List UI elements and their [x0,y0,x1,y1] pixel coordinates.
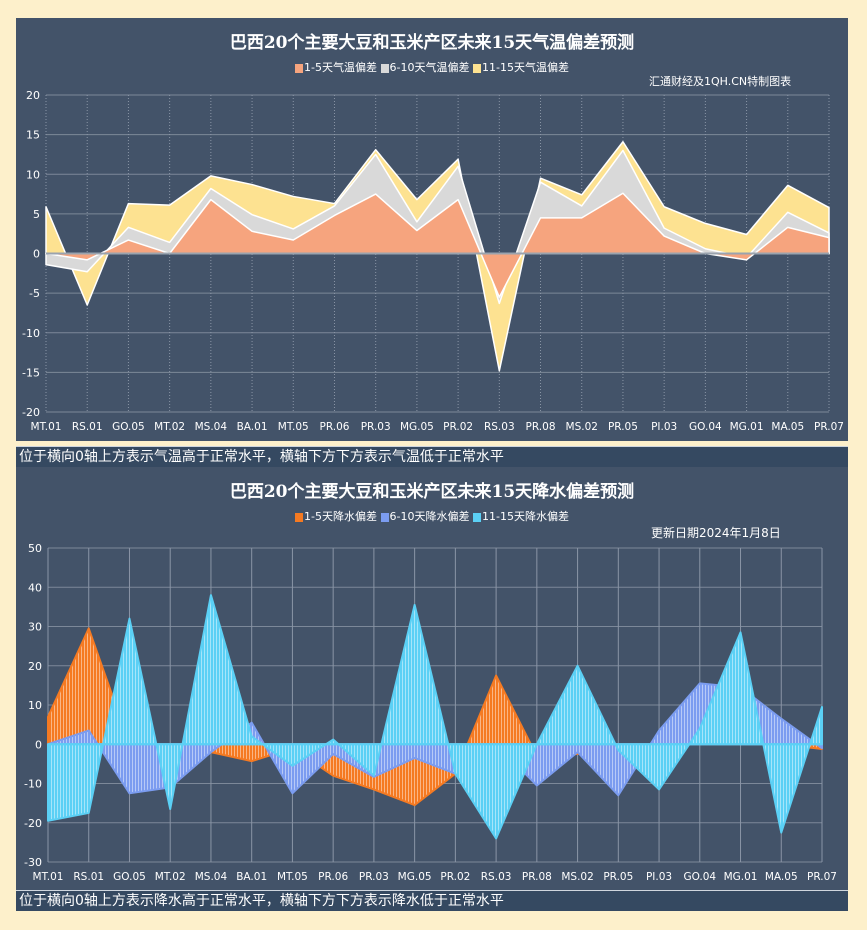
chart-legend: 1-5天气温偏差 6-10天气温偏差 11-15天气温偏差 [16,59,848,75]
x-tick-label: MG.05 [398,871,432,883]
chart-title: 巴西20个主要大豆和玉米产区未来15天降水偏差预测 [229,482,635,502]
y-tick-label: 10 [26,168,40,181]
precipitation-plot: 50 40 30 20 10 0 -10 -20 -30 MT.01 RS.01 GO.05 MT.02… [24,542,837,883]
x-tick-label: RS.01 [72,421,103,433]
legend-swatch [380,512,389,522]
chart-title: 巴西20个主要大豆和玉米产区未来15天气温偏差预测 [229,33,635,53]
legend-label: 6-10天气温偏差 [389,61,470,74]
x-tick-label: MT.05 [278,421,309,433]
y-tick-label: -5 [29,287,40,300]
legend-label: 11-15天气温偏差 [481,61,569,74]
y-tick-label: 0 [35,738,42,751]
y-tick-label: -30 [24,856,42,869]
y-tick-label: -10 [24,778,42,791]
x-tick-label: RS.03 [481,871,512,883]
area-series-3 [45,141,830,372]
legend-swatch [295,63,304,73]
chart-legend: 1-5天降水偏差 6-10天降水偏差 11-15天降水偏差 [16,508,848,524]
y-tick-label: 5 [33,208,40,221]
x-tick-label: MA.05 [771,421,804,433]
x-tick-label: PR.07 [814,421,844,433]
y-tick-label: 10 [28,699,42,712]
legend-label: 11-15天降水偏差 [481,510,569,523]
x-tick-label: GO.04 [689,421,722,433]
y-tick-label: 30 [28,621,42,634]
chart-update-date: 更新日期2024年1月8日 [651,526,781,540]
legend-swatch [295,512,304,522]
x-tick-label: MS.02 [561,871,593,883]
legend-label: 1-5天气温偏差 [304,61,378,74]
legend-swatch [472,63,481,73]
y-tick-label: 20 [28,660,42,673]
x-tick-label: PR.05 [608,421,638,433]
legend-label: 6-10天降水偏差 [389,510,470,523]
x-tick-label: MT.02 [155,871,186,883]
area-series-1 [45,192,830,298]
precipitation-chart-panel: 巴西20个主要大豆和玉米产区未来15天降水偏差预测 1-5天降水偏差 6-10天… [16,467,848,890]
x-tick-label: MS.02 [566,421,598,433]
x-tick-label: MT.01 [31,421,62,433]
precipitation-caption: 位于横向0轴上方表示降水高于正常水平，横轴下方下方表示降水低于正常水平 [16,890,848,911]
x-tick-label: PR.06 [319,421,349,433]
y-tick-label: -20 [24,817,42,830]
x-tick-label: PR.02 [440,871,470,883]
x-tick-label: MA.05 [765,871,798,883]
x-tick-label: PR.03 [361,421,391,433]
y-tick-label: 40 [28,581,42,594]
chart-source-note: 汇通财经及1QH.CN特制图表 [649,75,792,88]
y-tick-label: 0 [33,248,40,261]
temperature-caption: 位于横向0轴上方表示气温高于正常水平，横轴下方下方表示气温低于正常水平 [16,446,848,467]
x-tick-label: GO.05 [112,421,145,433]
x-tick-label: MG.05 [400,421,434,433]
legend-label: 1-5天降水偏差 [304,510,378,523]
x-tick-label: MS.04 [195,421,228,433]
x-tick-label: MG.01 [724,871,758,883]
temperature-plot: 20 15 10 5 0 -5 -10 -15 -20 MT.01 RS.01 GO.05 MT.02 M… [22,89,844,433]
x-tick-label: PR.08 [522,871,552,883]
x-tick-label: MT.05 [277,871,308,883]
x-tick-label: BA.01 [236,871,267,883]
y-tick-label: 15 [26,129,40,142]
x-tick-label: MS.04 [195,871,228,883]
x-tick-label: PR.07 [807,871,837,883]
area-series-3 [47,594,823,840]
x-tick-label: RS.01 [73,871,104,883]
x-tick-label: PR.03 [359,871,389,883]
x-tick-label: GO.04 [683,871,716,883]
x-tick-label: PI.03 [646,871,672,883]
x-tick-label: MG.01 [730,421,764,433]
x-tick-label: RS.03 [484,421,515,433]
x-tick-label: BA.01 [237,421,268,433]
x-tick-label: PR.05 [603,871,633,883]
x-tick-label: MT.01 [33,871,64,883]
temperature-chart-panel: 巴西20个主要大豆和玉米产区未来15天气温偏差预测 1-5天气温偏差 6-10天… [16,18,848,441]
legend-swatch [472,512,481,522]
x-tick-label: PR.06 [318,871,348,883]
y-tick-label: 20 [26,89,40,102]
x-tick-label: PI.03 [651,421,677,433]
y-tick-label: -15 [22,366,40,379]
x-tick-label: GO.05 [113,871,146,883]
x-tick-label: MT.02 [154,421,185,433]
x-tick-label: PR.08 [526,421,556,433]
y-tick-label: -10 [22,327,40,340]
y-tick-label: 50 [28,542,42,555]
x-tick-label: PR.02 [443,421,473,433]
legend-swatch [380,63,389,73]
y-tick-label: -20 [22,406,40,419]
